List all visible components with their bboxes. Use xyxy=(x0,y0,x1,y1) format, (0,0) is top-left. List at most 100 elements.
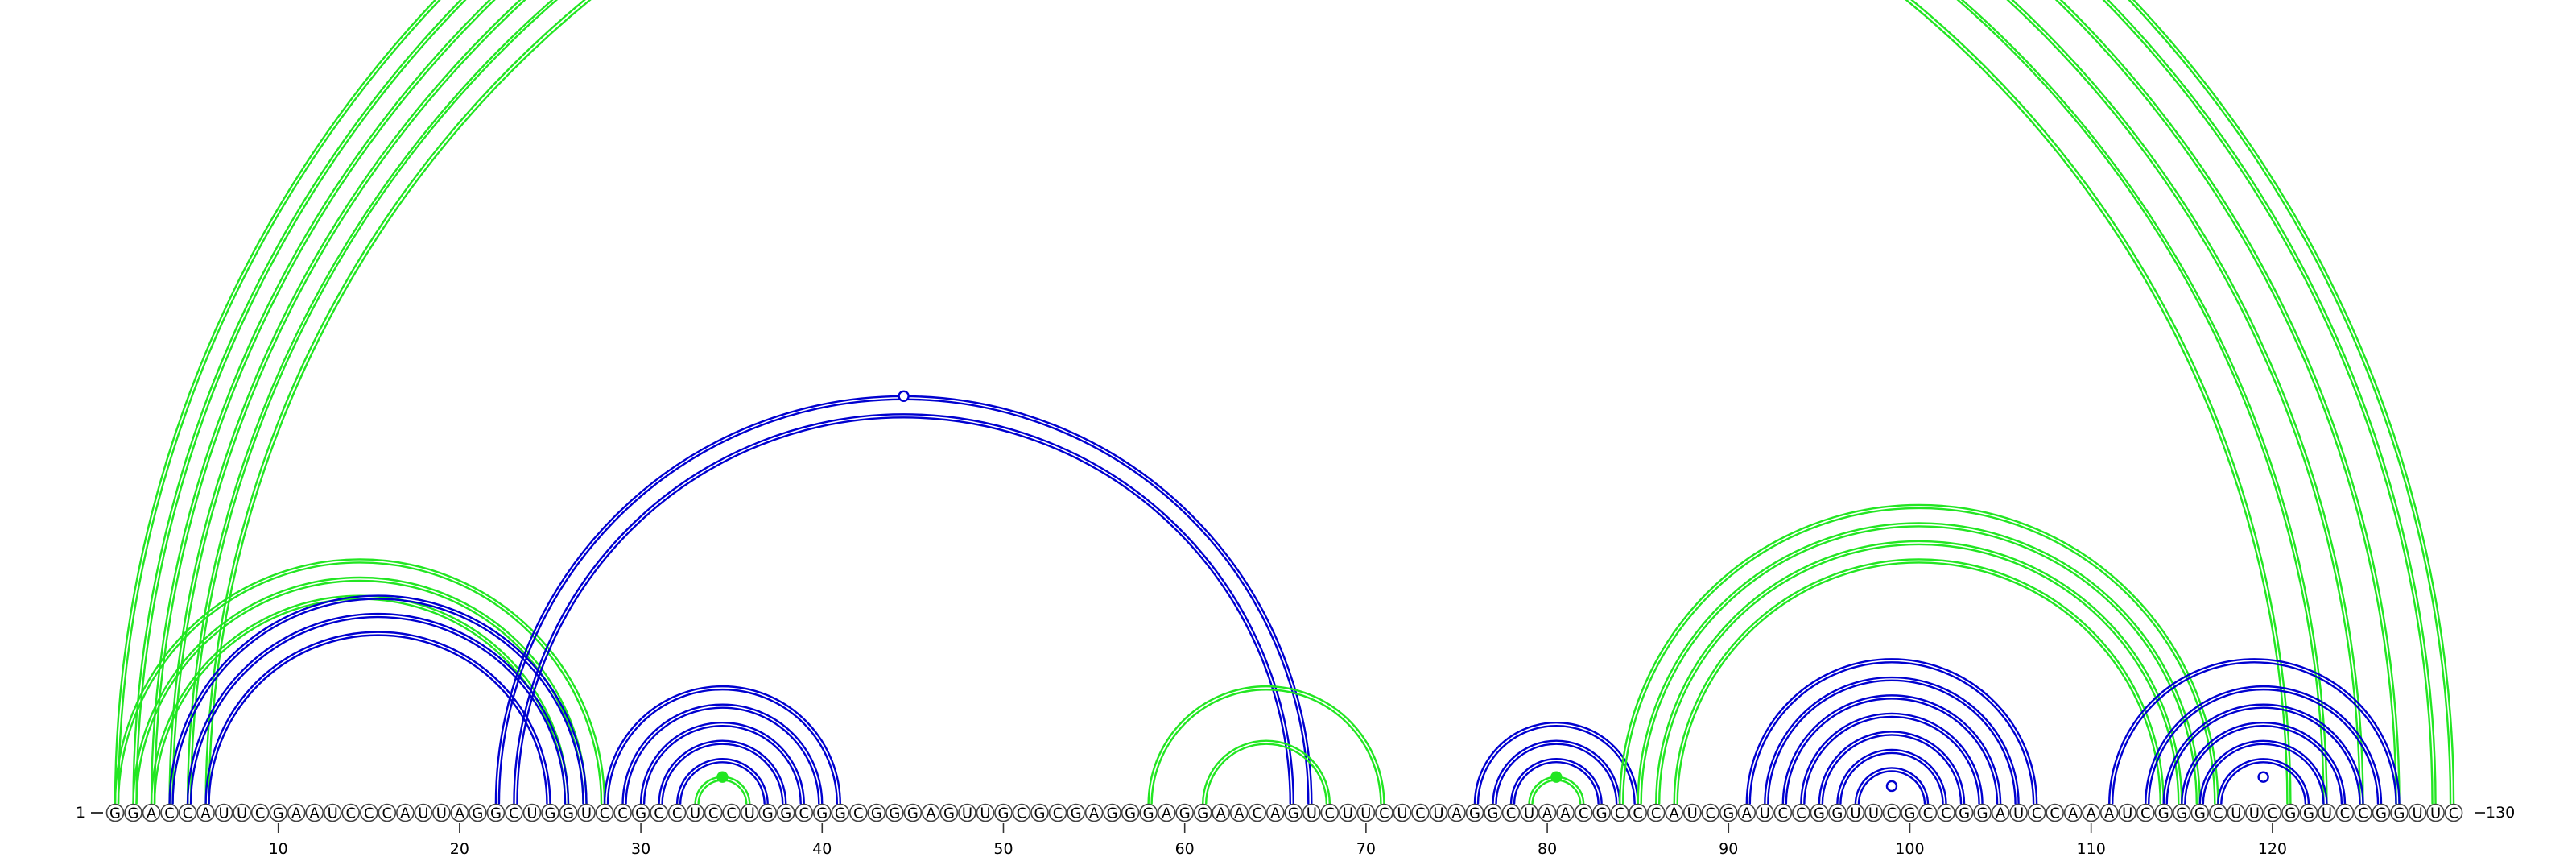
nucleotide-letter: U xyxy=(237,805,247,822)
nucleotide-circle xyxy=(432,803,451,822)
base-pair-arc xyxy=(1658,543,2180,805)
nucleotide-104: G xyxy=(1973,803,1992,822)
base-pair-arc xyxy=(1655,540,2183,805)
nucleotide-44: G xyxy=(886,803,904,822)
nucleotide-letter: G xyxy=(1959,805,1970,822)
base-pair-arc xyxy=(606,689,838,805)
base-pair-arc xyxy=(150,0,2401,805)
nucleotide-circle xyxy=(1030,803,1049,822)
nucleotide-113: C xyxy=(2136,803,2155,822)
nucleotide-72: U xyxy=(1393,803,1412,822)
nucleotide-circle xyxy=(667,803,687,822)
nucleotide-letter: G xyxy=(1288,805,1299,822)
nucleotide-circle xyxy=(939,803,959,822)
base-pair-arc xyxy=(171,0,2361,805)
nucleotide-circle xyxy=(124,803,142,822)
nucleotide-letter: G xyxy=(1143,805,1154,822)
nucleotide-letter: C xyxy=(1651,805,1662,822)
nucleotide-circle xyxy=(2227,803,2246,822)
nucleotide-letter: G xyxy=(273,805,284,822)
base-pair-arc xyxy=(661,743,784,805)
base-pair-arc xyxy=(658,739,787,805)
nucleotide-circle xyxy=(1756,803,1774,822)
nucleotide-108: C xyxy=(2046,803,2064,822)
base-pair-arc xyxy=(117,561,603,805)
nucleotide-circle xyxy=(1265,803,1285,822)
base-pair-arc xyxy=(1745,658,2038,805)
nucleotide-circle xyxy=(1284,803,1303,822)
nucleotide-63: A xyxy=(1229,803,1249,822)
nucleotide-circle xyxy=(2136,803,2155,822)
nucleotide-circle xyxy=(849,803,868,822)
nucleotide-74: U xyxy=(1429,803,1448,822)
nucleotide-95: G xyxy=(1810,803,1829,822)
nucleotide-circle xyxy=(2335,803,2355,822)
nucleotide-circle xyxy=(613,803,632,822)
nucleotide-circle xyxy=(1012,803,1031,822)
nucleotide-letter: C xyxy=(1017,805,1027,822)
nucleotide-letter: A xyxy=(2087,805,2097,822)
arc-marker-hairpin-33-core xyxy=(716,771,729,783)
nucleotide-130: C xyxy=(2444,803,2463,822)
nucleotide-letter: A xyxy=(1996,805,2006,822)
nucleotide-circle xyxy=(1629,803,1647,822)
nucleotide-64: C xyxy=(1248,803,1267,822)
nucleotide-65: A xyxy=(1265,803,1285,822)
base-pair-arc xyxy=(1821,734,1963,805)
nucleotide-letter: U xyxy=(418,805,428,822)
nucleotide-106: U xyxy=(2009,803,2028,822)
nucleotide-57: G xyxy=(1121,803,1140,822)
nucleotide-letter: G xyxy=(871,805,882,822)
nucleotide-93: C xyxy=(1773,803,1793,822)
nucleotide-circle xyxy=(1828,803,1847,822)
nucleotide-circle xyxy=(1882,803,1901,822)
base-pair-arc xyxy=(639,721,805,805)
nucleotide-letter: C xyxy=(853,805,864,822)
nucleotide-92: U xyxy=(1756,803,1774,822)
nucleotide-letter: C xyxy=(1252,805,1262,822)
nucleotide-circle xyxy=(2318,803,2336,822)
tick-label: 70 xyxy=(1356,840,1376,857)
nucleotide-letter: U xyxy=(2412,805,2422,822)
arc-group-hairpin-80 xyxy=(1473,721,1639,805)
base-pair-arc xyxy=(1640,525,2198,805)
nucleotide-circle xyxy=(1701,803,1720,822)
nucleotide-letter: G xyxy=(1071,805,1082,822)
nucleotide-letter: C xyxy=(2050,805,2060,822)
nucleotide-112: U xyxy=(2118,803,2137,822)
base-pair-arc xyxy=(494,395,1313,805)
nucleotide-19: U xyxy=(432,803,451,822)
base-pair-arc xyxy=(1621,507,2216,805)
nucleotide-18: U xyxy=(414,803,433,822)
base-pair-arc xyxy=(114,558,606,805)
nucleotide-120: C xyxy=(2263,803,2282,822)
nucleotide-circle xyxy=(1175,803,1194,822)
nucleotide-circle xyxy=(976,803,995,822)
nucleotide-circle xyxy=(1682,803,1702,822)
base-pair-arc xyxy=(2108,658,2401,805)
nucleotide-letter: C xyxy=(364,805,374,822)
nucleotide-25: G xyxy=(541,803,559,822)
nucleotide-circle xyxy=(1320,803,1340,822)
nucleotide-letter: U xyxy=(962,805,972,822)
nucleotide-letter: U xyxy=(436,805,447,822)
base-pair-arc xyxy=(513,413,1294,805)
nucleotide-circle xyxy=(686,803,704,822)
arc-marker-pseudoknot xyxy=(898,390,910,402)
nucleotide-letter: C xyxy=(2340,805,2351,822)
arc-group-hairpin-33 xyxy=(603,685,841,805)
nucleotide-84: C xyxy=(1610,803,1629,822)
nucleotide-circle xyxy=(1048,803,1067,822)
nucleotide-circle xyxy=(1229,803,1249,822)
nucleotide-35: C xyxy=(722,803,741,822)
base-pair-arc xyxy=(642,724,802,805)
nucleotide-letter: C xyxy=(600,805,610,822)
nucleotide-40: G xyxy=(812,803,832,822)
nucleotide-letter: U xyxy=(526,805,537,822)
nucleotide-letter: G xyxy=(816,805,828,822)
nucleotide-letter: G xyxy=(1977,805,1988,822)
nucleotide-letter: U xyxy=(2122,805,2132,822)
nucleotide-letter: G xyxy=(2158,805,2169,822)
nucleotide-letter: A xyxy=(200,805,211,822)
nucleotide-circle xyxy=(1719,803,1738,822)
